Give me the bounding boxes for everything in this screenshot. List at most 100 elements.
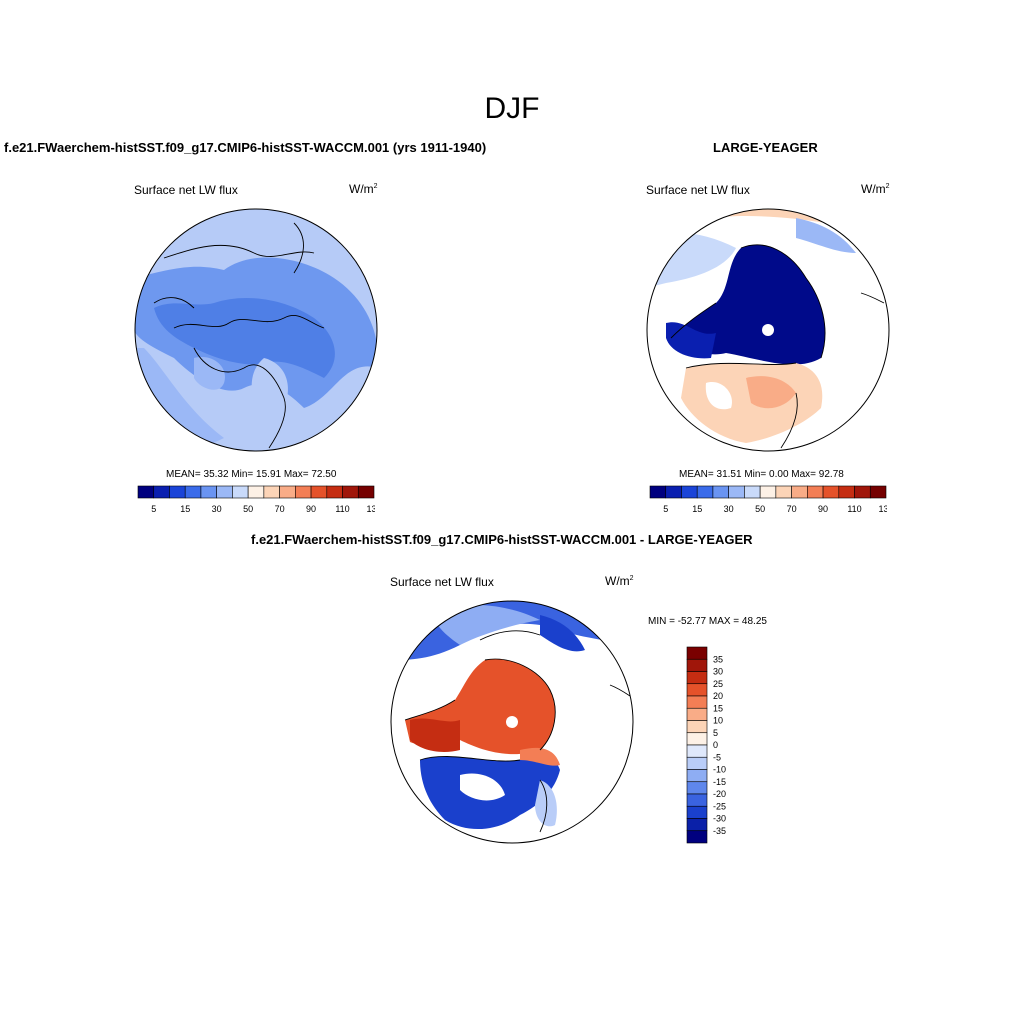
obs-units-label: W/m2 xyxy=(861,182,890,196)
obs-colorbar-tick-label: 15 xyxy=(692,504,702,514)
model-colorbar-box xyxy=(200,485,217,499)
obs-colorbar-box xyxy=(712,485,729,499)
diff-colorbar-tick-label: 35 xyxy=(713,654,723,664)
diff-panel-title: f.e21.FWaerchem-histSST.f09_g17.CMIP6-hi… xyxy=(251,532,753,547)
diff-colorbar-box xyxy=(686,707,708,721)
obs-polar-map xyxy=(646,208,890,452)
diff-colorbar-tick-label: 15 xyxy=(713,703,723,713)
model-colorbar-box xyxy=(326,485,343,499)
diff-colorbar: 35 30 25 20 15 10 5 0 -5 -10 -15 -20 -25 -30 -35 xyxy=(686,646,726,844)
model-colorbar-tick-label: 50 xyxy=(243,504,253,514)
obs-colorbar-box xyxy=(728,485,745,499)
obs-variable-label: Surface net LW flux xyxy=(646,183,750,197)
model-colorbar-box xyxy=(137,485,155,499)
model-colorbar-tick-label: 110 xyxy=(335,504,349,514)
model-colorbar-box xyxy=(310,485,328,499)
obs-colorbar-tick-label: 50 xyxy=(755,504,765,514)
diff-colorbar-box xyxy=(686,732,708,746)
obs-colorbar-box xyxy=(807,485,824,499)
diff-colorbar-tick-label: 10 xyxy=(713,716,723,726)
model-colorbar-box xyxy=(357,485,375,499)
diff-colorbar-box xyxy=(686,683,708,697)
model-colorbar-tick-label: 5 xyxy=(151,504,156,514)
obs-colorbar-box xyxy=(759,485,777,499)
figure-title: DJF xyxy=(484,92,540,125)
diff-colorbar-tick-label: -20 xyxy=(713,789,726,799)
obs-colorbar-box xyxy=(665,485,682,499)
model-colorbar-box xyxy=(247,485,265,499)
model-colorbar-boxes xyxy=(137,485,375,499)
diff-colorbar-box xyxy=(686,830,708,844)
model-colorbar-box xyxy=(153,485,170,499)
diff-colorbar-tick-label: -25 xyxy=(713,801,726,811)
model-colorbar-tick-label: 90 xyxy=(306,504,316,514)
diff-colorbar-box xyxy=(686,793,708,807)
obs-colorbar-boxes xyxy=(649,485,887,499)
obs-colorbar-tick-label: 110 xyxy=(847,504,861,514)
obs-stats: MEAN= 31.51 Min= 0.00 Max= 92.78 xyxy=(679,469,844,480)
model-colorbar: 5 15 30 50 70 90 110 130 xyxy=(137,485,375,514)
diff-colorbar-box xyxy=(686,769,708,783)
diff-colorbar-box xyxy=(686,720,708,734)
model-panel-title: f.e21.FWaerchem-histSST.f09_g17.CMIP6-hi… xyxy=(4,140,487,155)
model-colorbar-tick-label: 30 xyxy=(212,504,222,514)
model-colorbar-box xyxy=(279,485,296,499)
diff-colorbar-tick-label: 20 xyxy=(713,691,723,701)
model-colorbar-tick-label: 15 xyxy=(180,504,190,514)
model-colorbar-tick-label: 130 xyxy=(366,504,375,514)
model-colorbar-box xyxy=(295,485,312,499)
diff-colorbar-tick-label: 30 xyxy=(713,667,723,677)
diff-colorbar-box xyxy=(686,646,708,660)
obs-colorbar-tick-label: 5 xyxy=(663,504,668,514)
diff-colorbar-box xyxy=(686,744,708,758)
obs-panel-title: LARGE-YEAGER xyxy=(713,140,818,155)
obs-colorbar-box xyxy=(744,485,761,499)
model-colorbar-box xyxy=(263,485,280,499)
diff-colorbar-box xyxy=(686,805,708,819)
diff-colorbar-box xyxy=(686,781,708,795)
model-colorbar-tick-label: 70 xyxy=(275,504,285,514)
obs-colorbar-box xyxy=(681,485,698,499)
diff-colorbar-tick-label: -35 xyxy=(713,826,726,836)
model-colorbar-box xyxy=(216,485,233,499)
model-colorbar-box xyxy=(184,485,202,499)
obs-colorbar-box xyxy=(775,485,792,499)
model-stats: MEAN= 35.32 Min= 15.91 Max= 72.50 xyxy=(166,469,337,480)
diff-colorbar-tick-label: 0 xyxy=(713,740,718,750)
diff-minmax: MIN = -52.77 MAX = 48.25 xyxy=(648,616,767,627)
obs-colorbar-box xyxy=(854,485,871,499)
obs-colorbar-tick-label: 130 xyxy=(878,504,887,514)
obs-colorbar-tick-label: 30 xyxy=(724,504,734,514)
diff-colorbar-labels: 35 30 25 20 15 10 5 0 -5 -10 -15 -20 -25 -30 -35 xyxy=(713,654,726,836)
diff-colorbar-tick-label: -10 xyxy=(713,765,726,775)
obs-colorbar-tick-label: 90 xyxy=(818,504,828,514)
diff-variable-label: Surface net LW flux xyxy=(390,575,494,589)
diff-colorbar-box xyxy=(686,695,708,709)
obs-colorbar-box xyxy=(869,485,887,499)
model-colorbar-box xyxy=(232,485,249,499)
diff-colorbar-tick-label: -5 xyxy=(713,752,721,762)
model-polar-map xyxy=(134,208,378,452)
diff-colorbar-tick-label: 5 xyxy=(713,728,718,738)
obs-colorbar-box xyxy=(696,485,714,499)
diff-colorbar-box xyxy=(686,756,708,770)
model-colorbar-box xyxy=(169,485,186,499)
obs-colorbar-box xyxy=(791,485,808,499)
obs-colorbar-box xyxy=(649,485,667,499)
diff-colorbar-box xyxy=(686,658,708,672)
obs-colorbar-box xyxy=(822,485,840,499)
diff-colorbar-box xyxy=(686,818,708,832)
diff-colorbar-tick-label: -15 xyxy=(713,777,726,787)
model-colorbar-box xyxy=(342,485,359,499)
diff-colorbar-boxes xyxy=(686,646,708,844)
model-variable-label: Surface net LW flux xyxy=(134,183,238,197)
obs-colorbar-tick-label: 70 xyxy=(787,504,797,514)
diff-units-label: W/m2 xyxy=(605,574,634,588)
obs-colorbar-box xyxy=(838,485,855,499)
model-colorbar-labels: 5 15 30 50 70 90 110 130 xyxy=(151,504,375,514)
diff-polar-map xyxy=(390,600,634,844)
diff-colorbar-box xyxy=(686,671,708,685)
model-units-label: W/m2 xyxy=(349,182,378,196)
diff-colorbar-tick-label: -30 xyxy=(713,814,726,824)
diff-colorbar-tick-label: 25 xyxy=(713,679,723,689)
